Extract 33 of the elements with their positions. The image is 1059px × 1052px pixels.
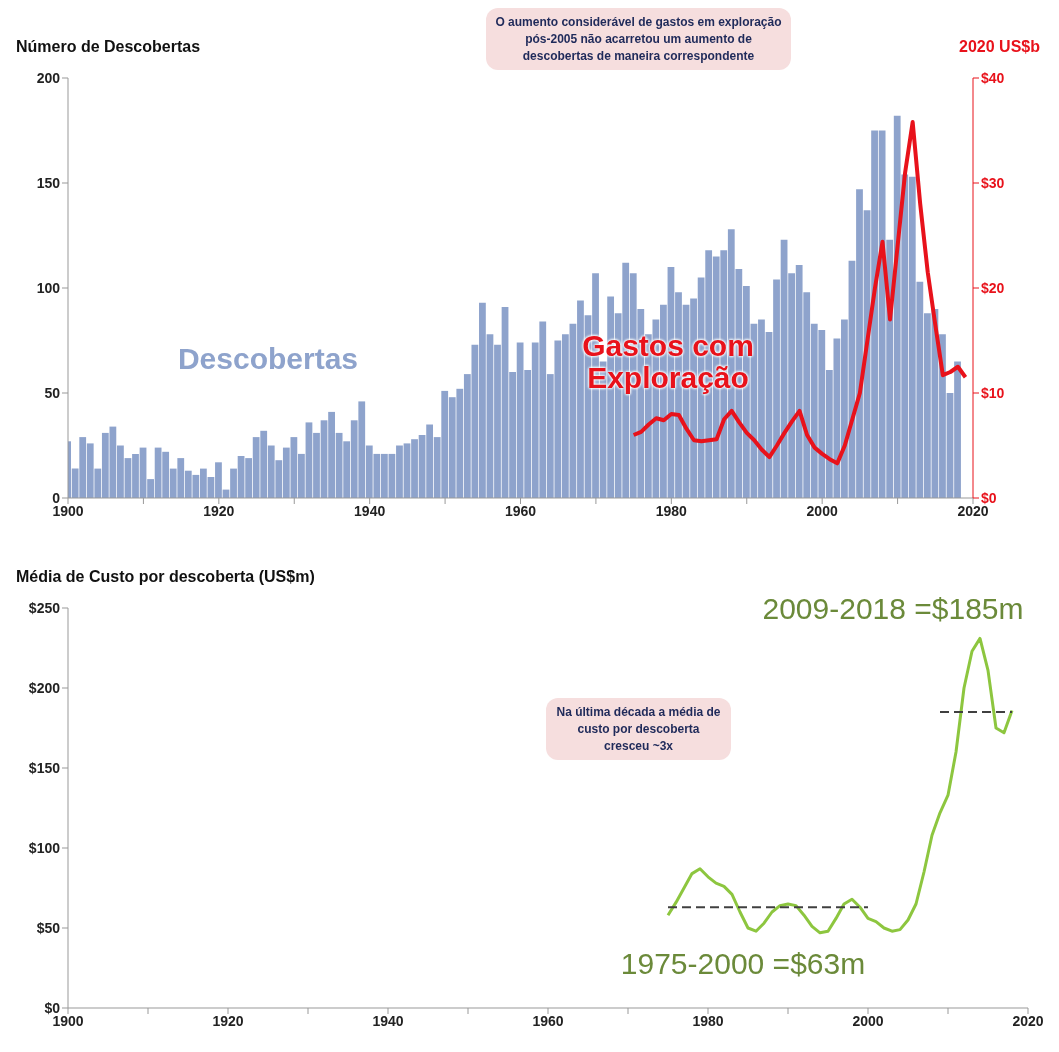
series-label: Descobertas (176, 342, 360, 375)
chart-title: Média de Custo por descoberta (US$m) (16, 568, 315, 586)
x-tick-label: 2000 (852, 1012, 884, 1029)
annotation: Na última década a média de custo por descoberta cresceu ~3x (546, 698, 731, 761)
y2-tick-label: $20 (981, 279, 1005, 296)
chart-title: Número de Descobertas (16, 38, 201, 56)
annotation: 1975-2000 =$63m (619, 946, 867, 982)
y-tick-label: 200 (36, 69, 61, 86)
y-tick-label: $50 (36, 919, 61, 936)
x-tick-label: 2020 (1012, 1012, 1044, 1029)
y2-axis-title: 2020 US$b (959, 38, 1040, 56)
y-tick-label: $200 (28, 679, 61, 696)
x-tick-label: 1960 (532, 1012, 564, 1029)
y2-tick-label: $40 (981, 69, 1005, 86)
annotation: 2009-2018 =$185m (761, 591, 1025, 627)
y2-tick-label: $0 (981, 489, 997, 506)
y-tick-label: 100 (36, 279, 61, 296)
x-tick-label: 1940 (354, 502, 386, 519)
x-tick-label: 1920 (212, 1012, 244, 1029)
text: O aumento considerável de gastos em exploração pós-2005 não acarretou um aumento de descobertas de maneira correspondente (486, 8, 791, 71)
y-tick-label: $250 (28, 599, 61, 616)
x-tick-label: 2000 (806, 502, 838, 519)
x-tick-label: 1980 (655, 502, 688, 519)
y-tick-label: $100 (28, 839, 61, 856)
x-tick-label: 1980 (692, 1012, 724, 1029)
x-tick-label: 1960 (504, 502, 537, 519)
y2-tick-label: $10 (981, 384, 1005, 401)
x-tick-label: 1920 (203, 502, 235, 519)
x-tick-label: 1940 (372, 1012, 404, 1029)
y-tick-label: 150 (36, 174, 61, 191)
y-tick-label: $150 (28, 759, 61, 776)
y-tick-label: 50 (44, 384, 61, 401)
y2-tick-label: $30 (981, 174, 1005, 191)
